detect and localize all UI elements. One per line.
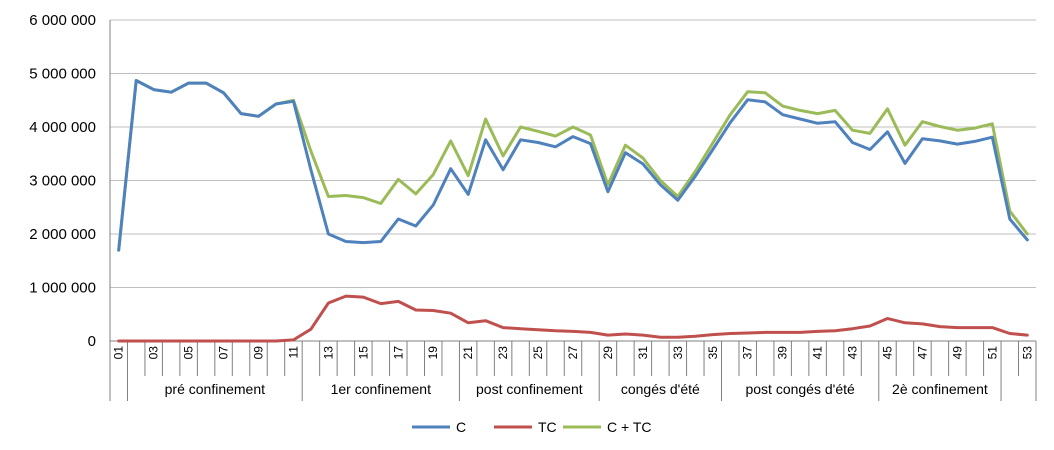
x-axis <box>109 20 1037 401</box>
x-tick-label: 17 <box>391 346 405 360</box>
grid-lines <box>110 19 1036 288</box>
series-line-tc <box>117 294 1029 343</box>
period-label: 2è confinement <box>892 381 988 397</box>
y-tick-label: 2 000 000 <box>29 226 96 243</box>
x-tick-label: 21 <box>461 346 475 360</box>
series-line-c-tc <box>117 79 1029 252</box>
x-tick-label: 33 <box>671 346 685 360</box>
x-tick-label: 09 <box>252 346 266 360</box>
x-tick-label: 29 <box>601 346 615 360</box>
x-tick-label: 15 <box>356 346 370 360</box>
period-label: post congés d'été <box>745 381 855 397</box>
x-tick-label: 43 <box>846 346 860 360</box>
x-tick-label: 23 <box>496 346 510 360</box>
x-tick-label: 01 <box>112 346 126 360</box>
legend-label: C + TC <box>607 419 651 435</box>
y-tick-label: 4 000 000 <box>29 119 96 136</box>
series-lines <box>117 79 1029 343</box>
x-tick-label: 13 <box>321 346 335 360</box>
legend: C TC C + TC <box>412 419 651 435</box>
period-label: pré confinement <box>165 381 266 397</box>
series-line-c <box>117 79 1029 252</box>
x-tick-label: 53 <box>1020 346 1034 360</box>
y-tick-label: 5 000 000 <box>29 66 96 83</box>
x-tick-label: 39 <box>776 346 790 360</box>
x-tick-label: 41 <box>811 346 825 360</box>
period-label: congés d'été <box>621 381 700 397</box>
x-tick-label: 47 <box>915 346 929 360</box>
x-tick-label: 27 <box>566 346 580 360</box>
y-tick-label: 0 <box>88 333 96 350</box>
x-tick-label: 25 <box>531 346 545 360</box>
y-tick-label: 3 000 000 <box>29 173 96 190</box>
x-tick-label: 05 <box>182 346 196 360</box>
y-tick-label: 1 000 000 <box>29 280 96 297</box>
x-tick-label: 49 <box>950 346 964 360</box>
x-tick-label: 31 <box>636 346 650 360</box>
x-axis-tick-labels: 01 03 05 07 09 11 13 15 17 19 21 23 25 27 29 31 33 35 37 39… <box>112 346 1035 360</box>
x-tick-label: 07 <box>217 346 231 360</box>
period-label: post confinement <box>476 381 583 397</box>
x-tick-label: 19 <box>426 346 440 360</box>
x-tick-label: 03 <box>147 346 161 360</box>
x-tick-label: 37 <box>741 346 755 360</box>
y-tick-label: 6 000 000 <box>29 12 96 29</box>
x-tick-label: 51 <box>985 346 999 360</box>
period-label: 1er confinement <box>331 381 432 397</box>
legend-label: TC <box>538 419 557 435</box>
x-tick-label: 11 <box>286 346 300 359</box>
legend-label: C <box>456 419 466 435</box>
x-tick-label: 45 <box>880 346 894 360</box>
x-tick-label: 35 <box>706 346 720 360</box>
period-labels: pré confinement 1er confinement post confi… <box>165 381 988 397</box>
y-axis-tick-labels: 0 1 000 000 2 000 000 3 000 000 4 000 000 5 0… <box>29 12 96 350</box>
